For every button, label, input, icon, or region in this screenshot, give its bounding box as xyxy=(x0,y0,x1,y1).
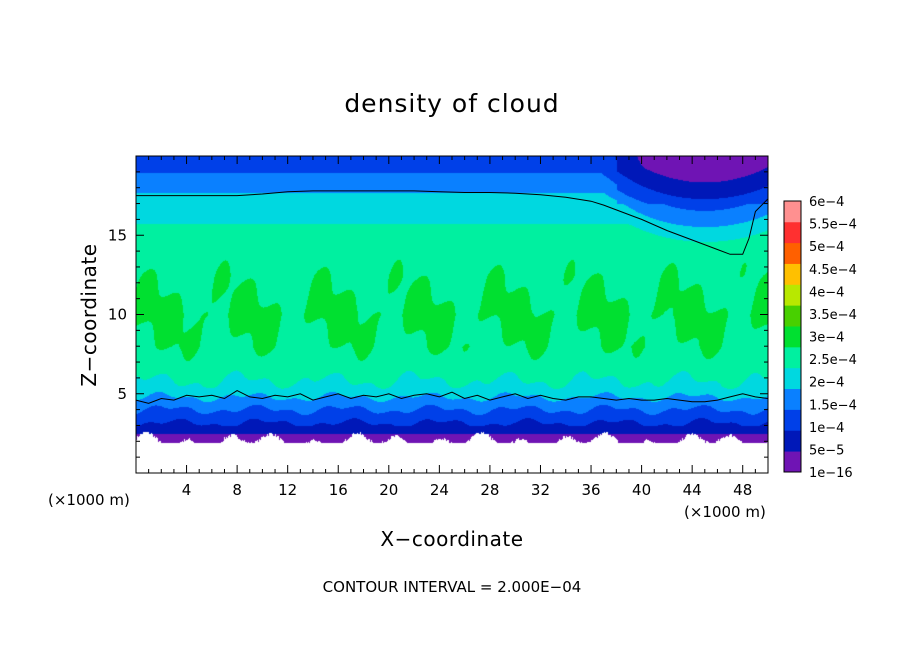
contour-interval-note: CONTOUR INTERVAL = 2.000E−04 xyxy=(323,578,582,596)
colorbar-swatch xyxy=(784,409,801,431)
colorbar-label: 2.5e−4 xyxy=(809,353,857,368)
x-tick-label: 28 xyxy=(480,481,499,499)
plot-area xyxy=(135,155,769,474)
colorbar-label: 6e−4 xyxy=(809,195,844,210)
colorbar-swatch xyxy=(784,305,801,327)
colorbar-label: 1e−4 xyxy=(809,421,844,436)
x-tick-label: 32 xyxy=(531,481,550,499)
x-axis-title: X−coordinate xyxy=(380,527,523,551)
colorbar-label: 5.5e−4 xyxy=(809,218,857,233)
colorbar-label: 4e−4 xyxy=(809,285,844,300)
x-tick-label: 40 xyxy=(632,481,651,499)
colorbar-swatch xyxy=(784,326,801,348)
x-tick-label: 8 xyxy=(232,481,242,499)
colorbar-frame xyxy=(783,200,802,473)
density-field xyxy=(136,156,768,473)
x-axis: 4 8 12 16 20 24 28 32 36 40 44 48 xyxy=(148,156,756,499)
colorbar-label: 2e−4 xyxy=(809,376,844,391)
y-tick-label: 15 xyxy=(108,226,127,244)
x-tick-label: 36 xyxy=(581,481,600,499)
y-axis-title: Z−coordinate xyxy=(77,243,101,386)
x-axis-unit-right: (×1000 m) xyxy=(684,503,766,521)
colorbar-label: 1e−16 xyxy=(809,466,853,481)
y-axis: 5 10 15 xyxy=(108,171,768,458)
contour-line-1 xyxy=(136,190,769,255)
x-tick-label: 24 xyxy=(430,481,449,499)
colorbar-label: 4.5e−4 xyxy=(809,263,857,278)
chart-title: density of cloud xyxy=(344,89,559,118)
colorbar-swatch xyxy=(784,388,801,410)
colorbar-label: 3e−4 xyxy=(809,331,844,346)
x-tick-label: 4 xyxy=(182,481,192,499)
colorbar-swatch xyxy=(784,263,801,285)
colorbar-legend: 1e−16 5e−5 1e−4 1.5e−4 2e−4 2.5e−4 3e−4 3.5e−4 4… xyxy=(783,195,857,481)
colorbar-swatch xyxy=(784,346,801,369)
y-tick-label: 5 xyxy=(117,385,127,403)
colorbar-swatch xyxy=(784,430,801,452)
x-tick-label: 16 xyxy=(329,481,348,499)
colorbar-label: 3.5e−4 xyxy=(809,308,857,323)
colorbar-swatch xyxy=(784,242,801,264)
x-tick-label: 44 xyxy=(683,481,702,499)
colorbar-swatch xyxy=(784,221,801,244)
colorbar-label: 5e−4 xyxy=(809,240,844,255)
colorbar-swatch xyxy=(784,284,801,306)
x-tick-label: 12 xyxy=(278,481,297,499)
colorbar-label: 5e−5 xyxy=(809,443,844,458)
colorbar-swatch xyxy=(784,451,801,473)
colorbar-swatch xyxy=(784,367,801,390)
colorbar-label: 1.5e−4 xyxy=(809,398,857,413)
x-axis-unit-left: (×1000 m) xyxy=(48,491,130,509)
x-tick-label: 20 xyxy=(379,481,398,499)
y-tick-label: 10 xyxy=(108,306,127,324)
x-tick-label: 48 xyxy=(733,481,752,499)
colorbar-swatch xyxy=(784,201,801,223)
contour-line-2 xyxy=(135,390,769,404)
